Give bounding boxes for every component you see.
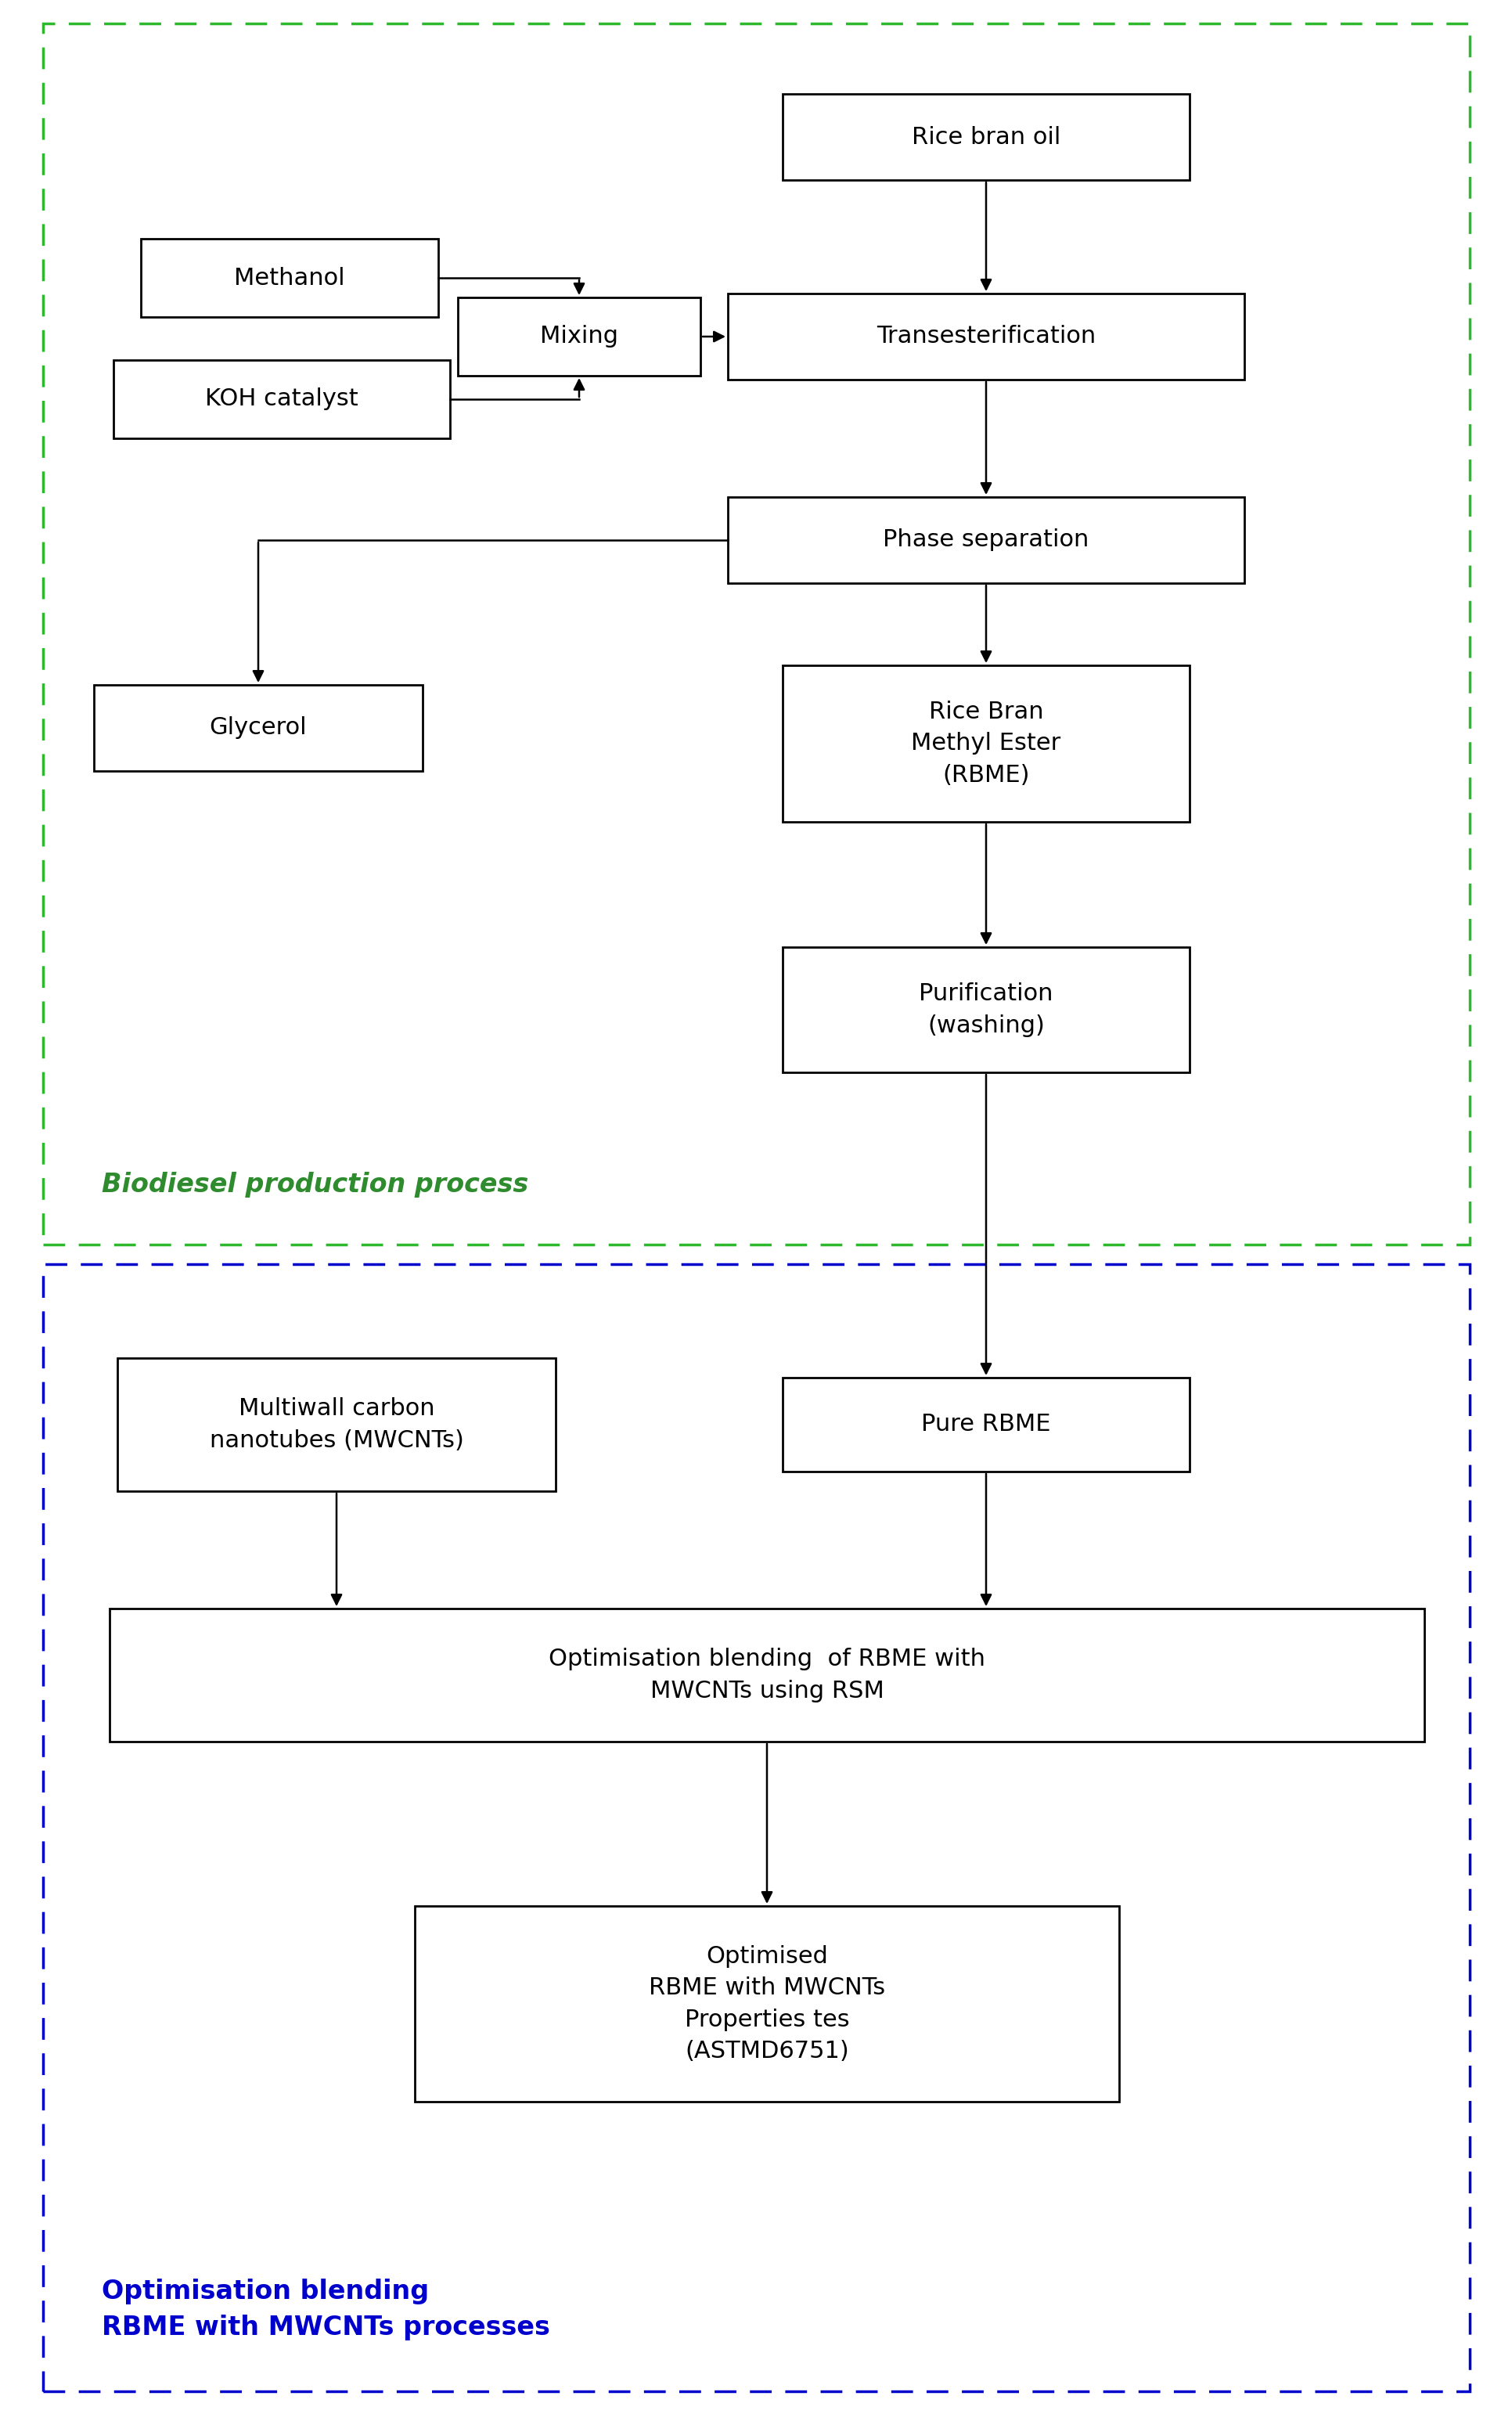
Text: Rice bran oil: Rice bran oil bbox=[912, 126, 1060, 147]
FancyBboxPatch shape bbox=[113, 360, 449, 439]
Text: Optimisation blending  of RBME with
MWCNTs using RSM: Optimisation blending of RBME with MWCNT… bbox=[549, 1649, 984, 1702]
Text: Pure RBME: Pure RBME bbox=[921, 1412, 1051, 1436]
FancyBboxPatch shape bbox=[782, 1378, 1188, 1473]
FancyBboxPatch shape bbox=[782, 946, 1188, 1072]
FancyBboxPatch shape bbox=[727, 295, 1244, 379]
Text: Purification
(washing): Purification (washing) bbox=[918, 982, 1052, 1038]
FancyBboxPatch shape bbox=[782, 666, 1188, 821]
Text: Phase separation: Phase separation bbox=[883, 529, 1089, 550]
FancyBboxPatch shape bbox=[414, 1907, 1119, 2103]
Text: Biodiesel production process: Biodiesel production process bbox=[101, 1171, 528, 1197]
Text: Glycerol: Glycerol bbox=[209, 717, 307, 739]
FancyBboxPatch shape bbox=[458, 297, 700, 377]
FancyBboxPatch shape bbox=[782, 94, 1188, 181]
Text: Transesterification: Transesterification bbox=[875, 326, 1095, 348]
FancyBboxPatch shape bbox=[42, 1265, 1470, 2392]
FancyBboxPatch shape bbox=[727, 497, 1244, 584]
Text: Optimised
RBME with MWCNTs
Properties tes
(ASTMD6751): Optimised RBME with MWCNTs Properties te… bbox=[649, 1946, 885, 2062]
Text: Methanol: Methanol bbox=[234, 266, 345, 290]
Text: Optimisation blending
RBME with MWCNTs processes: Optimisation blending RBME with MWCNTs p… bbox=[101, 2279, 550, 2342]
FancyBboxPatch shape bbox=[94, 686, 422, 770]
Text: Rice Bran
Methyl Ester
(RBME): Rice Bran Methyl Ester (RBME) bbox=[910, 700, 1060, 787]
FancyBboxPatch shape bbox=[118, 1359, 555, 1492]
FancyBboxPatch shape bbox=[109, 1608, 1424, 1740]
Text: Multiwall carbon
nanotubes (MWCNTs): Multiwall carbon nanotubes (MWCNTs) bbox=[209, 1398, 463, 1451]
Text: KOH catalyst: KOH catalyst bbox=[206, 389, 358, 410]
Text: Mixing: Mixing bbox=[540, 326, 618, 348]
FancyBboxPatch shape bbox=[141, 239, 438, 316]
FancyBboxPatch shape bbox=[42, 24, 1470, 1246]
